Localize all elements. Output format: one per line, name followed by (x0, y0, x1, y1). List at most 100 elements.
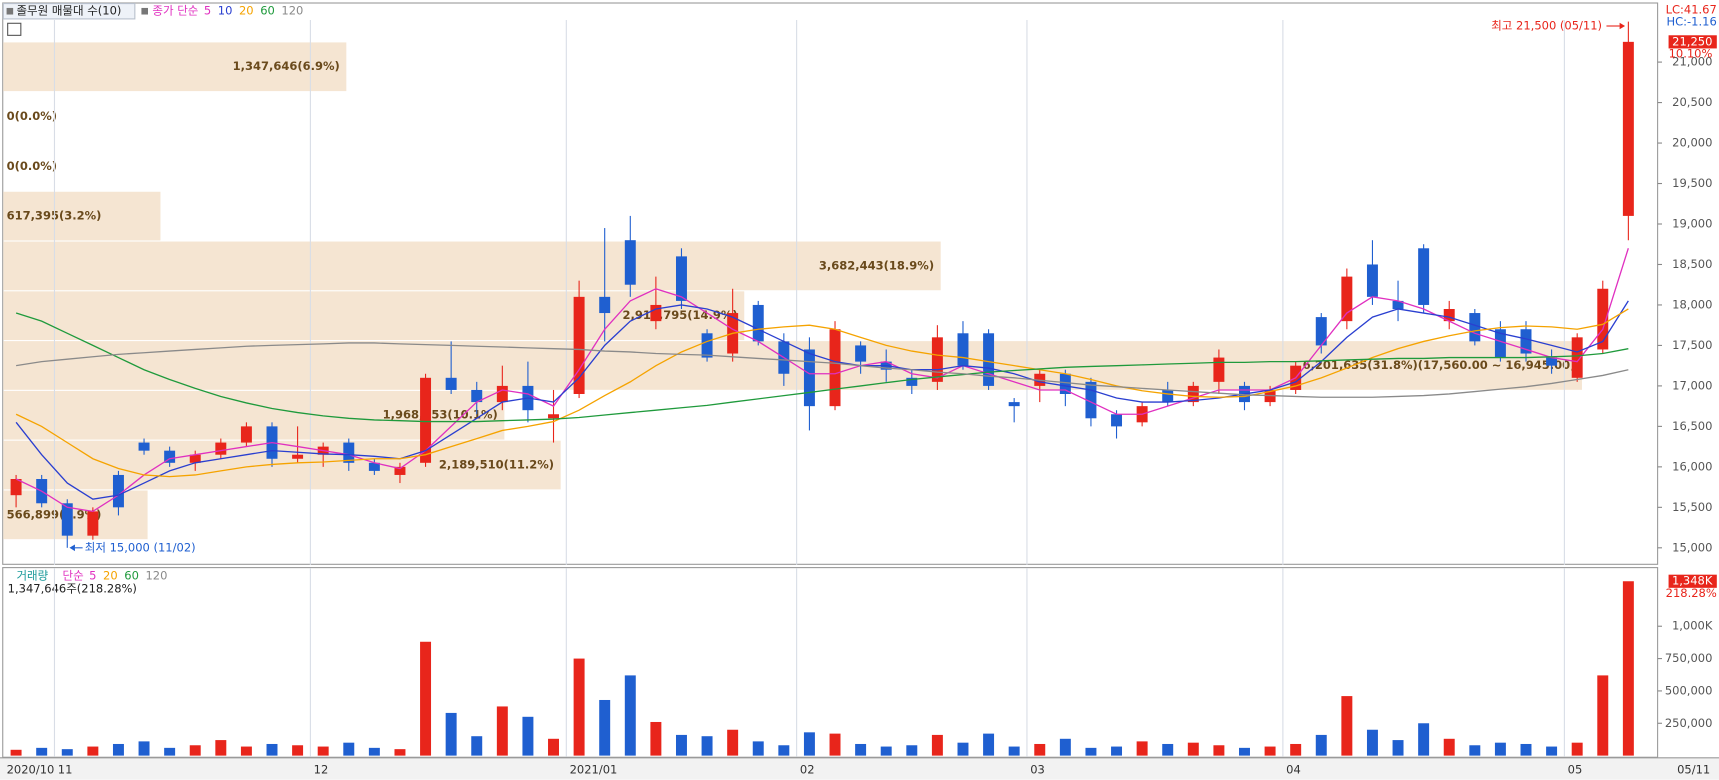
volume-bar (906, 745, 918, 756)
y-tick-label: 20,500 (1672, 95, 1712, 109)
profile-label: 2,189,510(11.2%) (439, 458, 554, 472)
volume-bar (138, 741, 150, 756)
candle-body (1085, 381, 1097, 419)
volume-bar (36, 747, 48, 756)
y-tick-label: 15,000 (1672, 540, 1712, 554)
ma-icon[interactable] (141, 7, 149, 15)
x-tick-label: 05 (1568, 762, 1583, 776)
profile-bar (3, 191, 161, 241)
low-arrow-head (69, 544, 75, 552)
indicator-title: 졸무원 매물대 수(10) (16, 4, 121, 18)
candle-body (983, 333, 995, 386)
table-icon[interactable] (7, 22, 22, 36)
candle-body (10, 478, 22, 496)
y-tick-label: 18,500 (1672, 257, 1712, 271)
candle-body (61, 503, 73, 536)
volume-bar (343, 742, 355, 756)
x-tick-label: 2021/01 (570, 762, 618, 776)
x-last-label: 05/11 (1677, 762, 1710, 776)
volume-bar (701, 736, 713, 756)
candle-body (931, 337, 943, 382)
volume-bar (1034, 743, 1046, 756)
volume-bar (215, 740, 227, 756)
volume-bar (1494, 742, 1506, 756)
candle-body (624, 240, 636, 285)
volume-legend-entry: 120 (145, 568, 167, 582)
volume-bar (573, 658, 585, 756)
volume-bar (957, 742, 969, 756)
volume-bar (1008, 746, 1020, 756)
volume-bar (87, 746, 99, 756)
header: 졸무원 매물대 수(10) 종가 단순 LC:41.67 HC:-1.16 (2, 3, 1717, 36)
volume-bar (61, 749, 73, 756)
volume-bar (829, 733, 841, 756)
candle-body (752, 304, 764, 342)
candle-body (1443, 308, 1455, 322)
volume-ratio-label: 218.28% (1666, 586, 1717, 600)
y-tick-label: 17,500 (1672, 338, 1712, 352)
ma-line (16, 342, 1629, 398)
candle-body (471, 389, 483, 403)
price-panel-frame (2, 2, 1659, 565)
volume-bar (1469, 745, 1481, 756)
change-label: 10.10% (1669, 46, 1713, 60)
volume-bar (983, 733, 995, 756)
candle-body (1008, 402, 1020, 407)
date-axis-strip (0, 757, 1719, 780)
candle-body (1418, 248, 1430, 305)
title-box (2, 3, 136, 20)
volume-bar (1085, 747, 1097, 756)
ma-line (15, 312, 1629, 423)
volume-bar (1520, 743, 1532, 756)
candle-body (1341, 276, 1353, 322)
last-price-box (1668, 35, 1717, 49)
volume-legend-entry: 20 (103, 568, 118, 582)
candle-body (803, 349, 815, 407)
volume-bar (778, 745, 790, 756)
volume-bar (1213, 745, 1225, 756)
volume-bar (548, 738, 559, 756)
volume-bar (1162, 743, 1174, 756)
profile-bar (3, 241, 941, 291)
candle-body (1469, 313, 1481, 342)
candle-body (1571, 337, 1583, 378)
last-volume-label: 1,348K (1672, 574, 1713, 588)
volume-bar (624, 675, 636, 756)
volume-bar (317, 746, 329, 756)
y-tick-label: 18,000 (1672, 297, 1712, 311)
candle-body (368, 462, 380, 471)
volume-bar (1136, 741, 1148, 756)
y-tick-label: 19,500 (1672, 176, 1712, 190)
candle-body (1546, 357, 1558, 366)
volume-y-tick-label: 1,000K (1672, 619, 1713, 633)
title-icon[interactable] (6, 7, 14, 15)
volume-legend-entry: 5 (89, 568, 96, 582)
volume-ma-title: 단순 (62, 568, 83, 582)
profile-bar (3, 440, 561, 490)
x-tick-label: 04 (1286, 762, 1301, 776)
y-tick-label: 20,000 (1672, 136, 1712, 150)
candle-body (701, 333, 713, 358)
volume-bar (880, 746, 892, 756)
y-tick-label: 19,000 (1672, 216, 1712, 230)
candle-body (1187, 385, 1199, 403)
legend-entry: 60 (260, 4, 275, 18)
candle-body (87, 511, 99, 536)
candle-body (292, 454, 304, 459)
volume-bar (855, 743, 867, 756)
candle-body (675, 256, 687, 301)
x-tick-label: 2020/10 (7, 762, 55, 776)
ma-line (15, 308, 1629, 478)
volume-bar (189, 745, 201, 756)
volume-bar (522, 716, 534, 756)
volume-bar (1239, 747, 1250, 756)
volume-bar (1366, 729, 1378, 756)
volume-bar (10, 749, 22, 756)
volume-bar (1341, 696, 1353, 756)
ma-line (15, 248, 1629, 513)
profile-label: 0(0.0%) (7, 159, 57, 173)
candle-body (1622, 41, 1634, 216)
profile-label: 1,968,453(10.1%) (383, 408, 498, 422)
candle-body (138, 442, 150, 451)
